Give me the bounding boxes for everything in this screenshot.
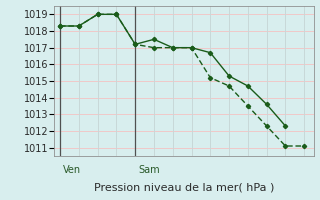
Text: Sam: Sam: [138, 165, 160, 175]
Text: Ven: Ven: [63, 165, 81, 175]
Text: Pression niveau de la mer( hPa ): Pression niveau de la mer( hPa ): [94, 183, 274, 193]
